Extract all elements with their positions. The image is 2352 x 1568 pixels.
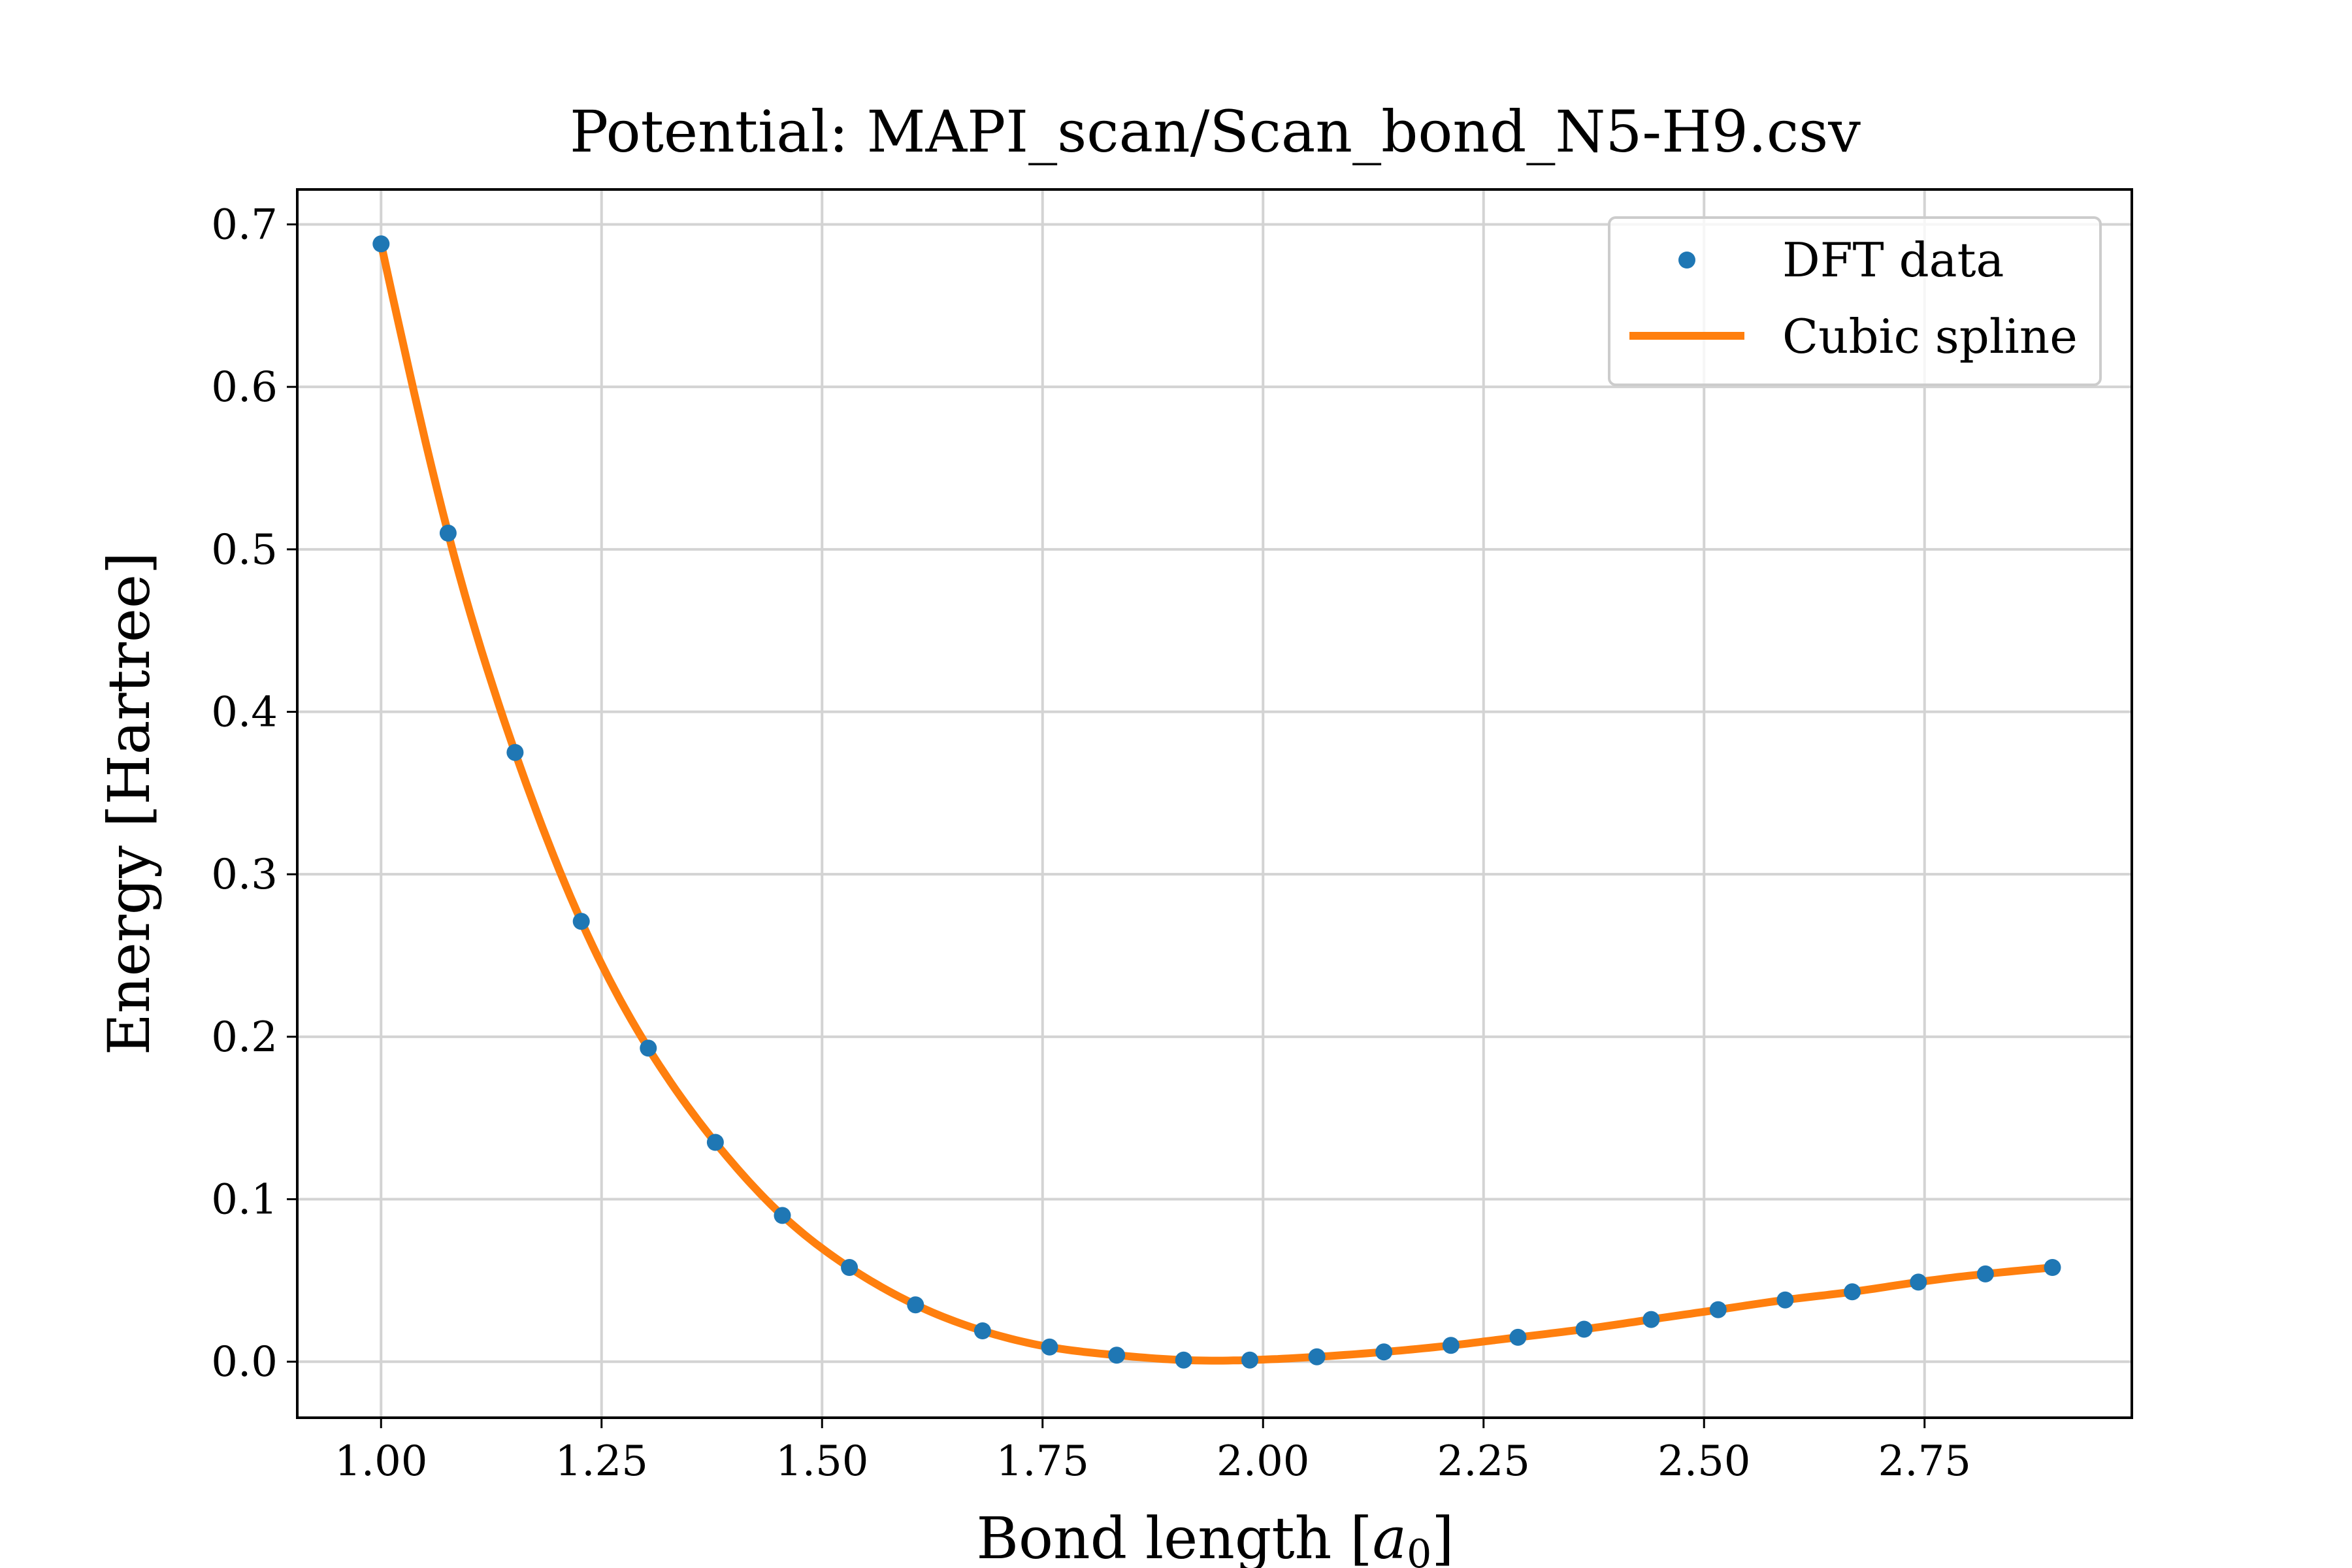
dft-data-point [1642, 1311, 1660, 1328]
spline-series [377, 243, 2053, 1365]
y-tick-label: 0.7 [211, 201, 278, 249]
grid [297, 189, 2132, 1418]
dft-data-point [1175, 1351, 1192, 1369]
y-tick-label: 0.6 [211, 363, 278, 412]
dft-data-point [774, 1207, 791, 1224]
x-axis-ticks: 1.00 1.25 1.50 1.75 2.00 2.25 2.50 2.75 [335, 1418, 1971, 1486]
y-tick-label: 0.0 [211, 1338, 278, 1386]
dft-data-series [372, 235, 2061, 1369]
dft-data-point [1041, 1338, 1058, 1356]
dft-data-point [1442, 1337, 1460, 1354]
x-tick-label: 1.00 [335, 1437, 428, 1486]
dft-data-point [841, 1259, 858, 1276]
dft-data-point [1241, 1351, 1258, 1369]
dft-data-point [1776, 1291, 1794, 1309]
y-tick-label: 0.4 [211, 688, 278, 736]
x-tick-label: 2.25 [1437, 1437, 1531, 1486]
dft-data-point [2044, 1259, 2061, 1276]
y-tick-label: 0.1 [211, 1176, 278, 1224]
dft-data-point [1509, 1328, 1527, 1346]
x-tick-label: 2.75 [1878, 1437, 1972, 1486]
x-tick-label: 1.50 [776, 1437, 869, 1486]
dft-data-point [1976, 1265, 1994, 1282]
dft-data-point [572, 913, 590, 930]
y-axis-label: Energy [Hartree] [95, 552, 163, 1056]
y-tick-label: 0.2 [211, 1013, 278, 1062]
dft-data-point [439, 525, 457, 542]
dft-data-point [706, 1134, 724, 1151]
dft-data-point [1108, 1347, 1126, 1364]
y-tick-label: 0.3 [211, 851, 278, 899]
dft-data-point [1575, 1320, 1593, 1338]
dft-data-point [1709, 1301, 1727, 1318]
dft-data-point [1910, 1273, 1927, 1291]
legend-label-dft-data: DFT data [1782, 233, 2004, 287]
legend: DFT data Cubic spline [1608, 216, 2102, 386]
chart-title: Potential: MAPI_scan/Scan_bond_N5-H9.csv [570, 98, 1861, 165]
dft-data-point [973, 1322, 991, 1339]
x-tick-label: 1.25 [555, 1437, 649, 1486]
plot-area-frame [296, 188, 2133, 1419]
legend-label-cubic-spline: Cubic spline [1782, 309, 2078, 364]
legend-marker-dft-data [1678, 252, 1695, 269]
y-axis-ticks: 0.0 0.1 0.2 0.3 0.4 0.5 0.6 0.7 [211, 201, 297, 1386]
dft-data-point [1375, 1343, 1393, 1361]
cubic-spline-line [377, 243, 2053, 1365]
x-tick-label: 1.75 [996, 1437, 1090, 1486]
dft-data-point [506, 743, 524, 761]
legend-box [1608, 216, 2102, 386]
x-axis-label: Bond length [a0] [976, 1505, 1454, 1568]
dft-data-point [1308, 1348, 1326, 1365]
dft-data-point [907, 1296, 924, 1314]
y-tick-label: 0.5 [211, 526, 278, 574]
dft-data-point [372, 235, 390, 253]
x-tick-label: 2.00 [1217, 1437, 1310, 1486]
x-tick-label: 2.50 [1658, 1437, 1751, 1486]
dft-data-point [640, 1039, 657, 1057]
dft-data-point [1844, 1283, 1861, 1301]
